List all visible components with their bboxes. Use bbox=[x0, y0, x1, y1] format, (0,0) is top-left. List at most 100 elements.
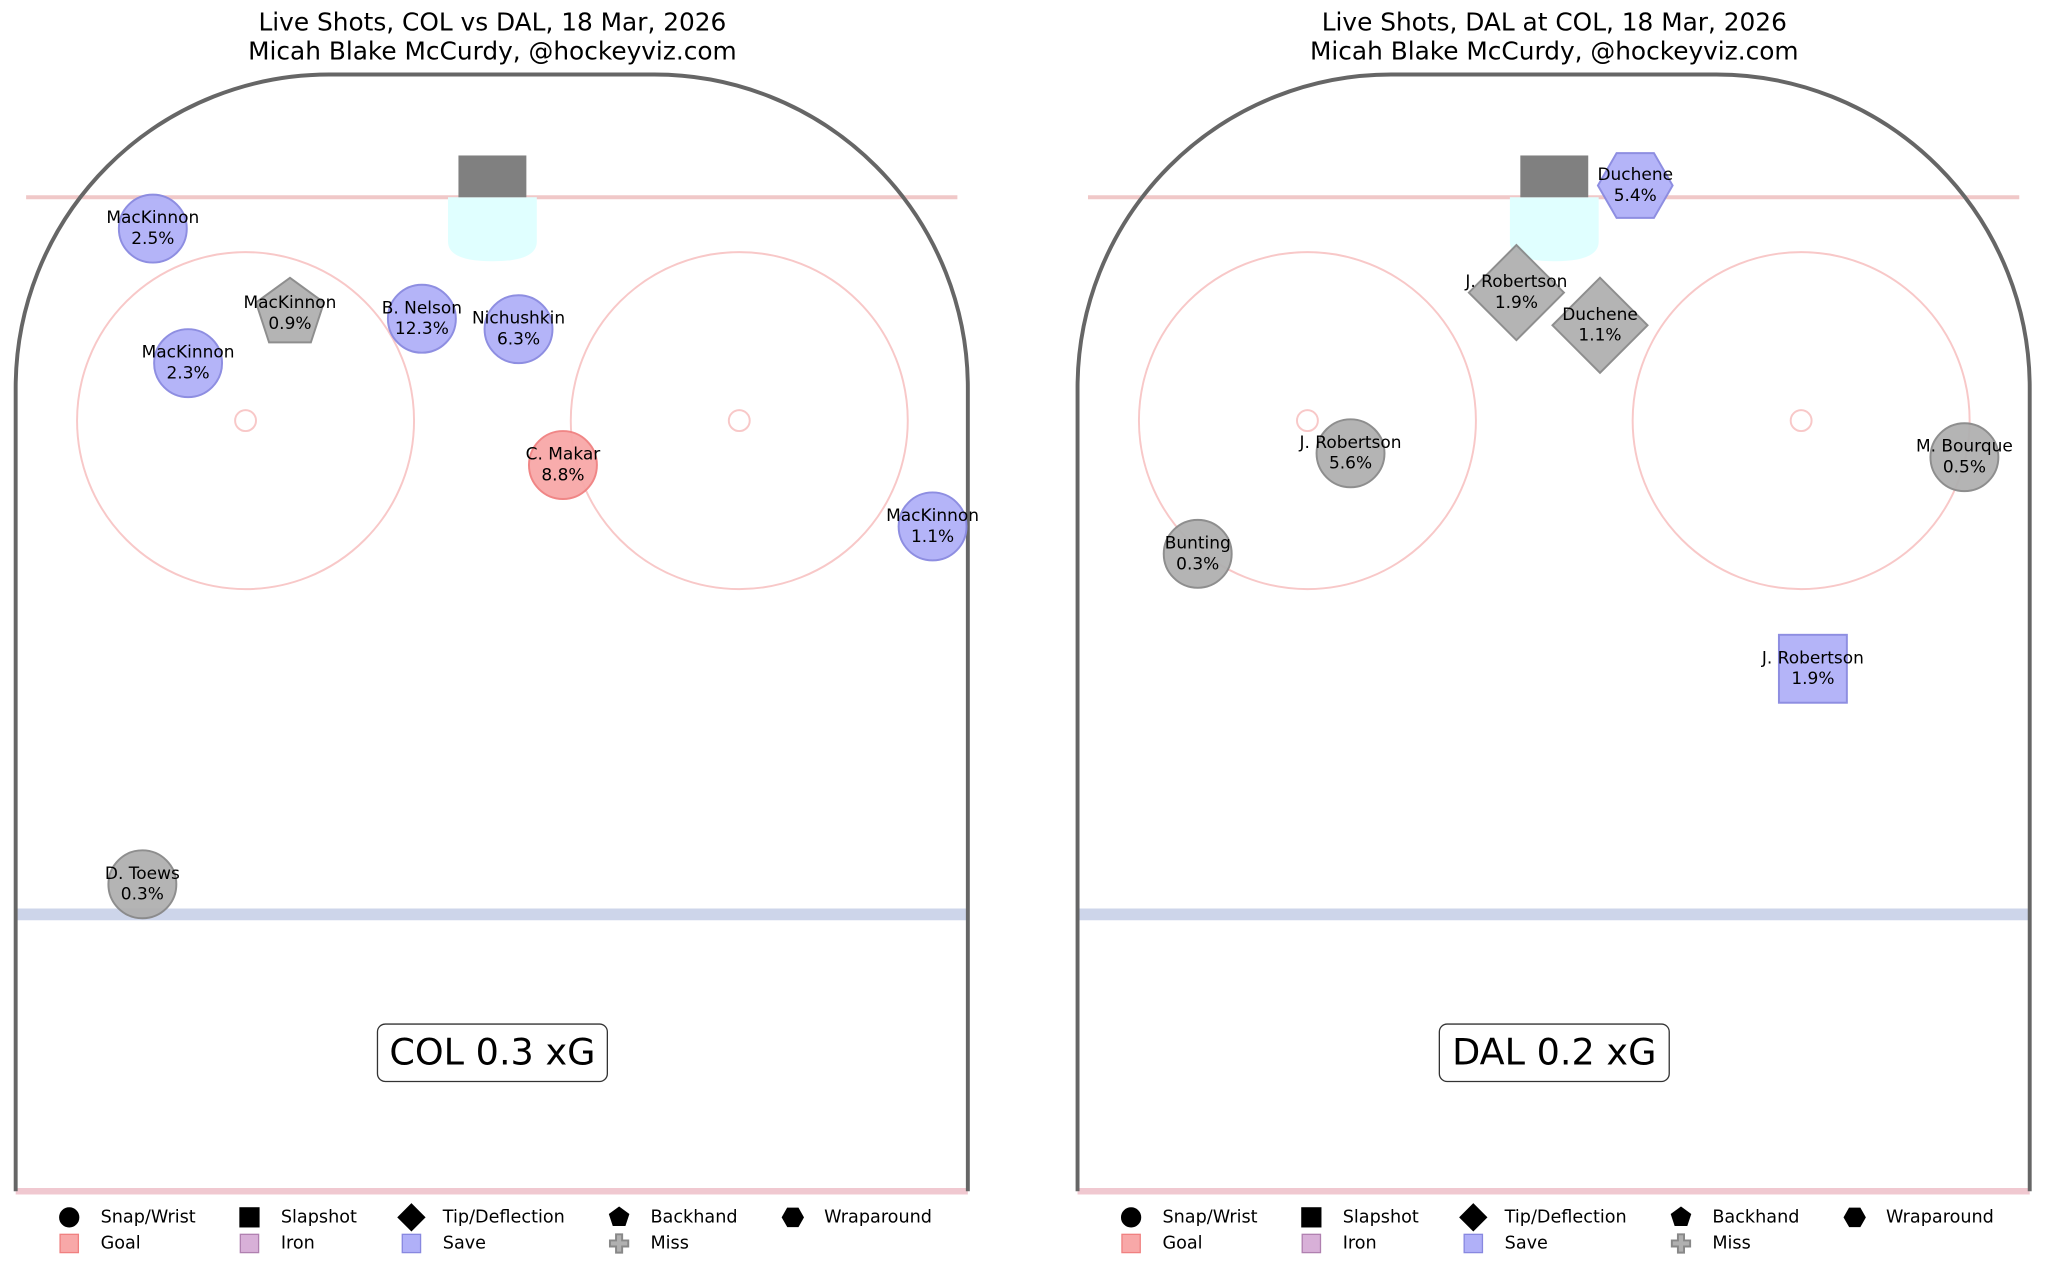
shot-marker bbox=[1315, 418, 1386, 489]
shot-xg: 5.6% bbox=[1329, 454, 1372, 474]
shot-marker bbox=[153, 328, 224, 399]
legend-swatch bbox=[1463, 1233, 1484, 1254]
legend-shape bbox=[1670, 1206, 1692, 1227]
legend-label: Iron bbox=[281, 1233, 315, 1253]
shot-xg: 0.9% bbox=[268, 314, 311, 334]
shot-player: D. Toews bbox=[105, 864, 180, 884]
shot-xg: 1.1% bbox=[1578, 326, 1621, 346]
net bbox=[458, 155, 527, 198]
legend-label: Slapshot bbox=[281, 1207, 357, 1227]
legend-label: Save bbox=[443, 1233, 486, 1253]
legend-swatch bbox=[59, 1233, 80, 1254]
shot-player: J. Robertson bbox=[1464, 272, 1567, 292]
panel: Live Shots, DAL at COL, 18 Mar, 2026Mica… bbox=[1075, 8, 2032, 1254]
shot-marker bbox=[1596, 152, 1674, 219]
legend-swatch bbox=[1301, 1233, 1322, 1254]
shot-xg: 1.9% bbox=[1791, 669, 1834, 689]
faceoff-circle bbox=[569, 251, 909, 591]
legend-label: Save bbox=[1505, 1233, 1548, 1253]
faceoff-circle bbox=[1137, 251, 1477, 591]
legend-label: Miss bbox=[1712, 1233, 1750, 1253]
total-box bbox=[1438, 1023, 1670, 1083]
shot-xg: 6.3% bbox=[497, 330, 540, 350]
legend-label: Snap/Wrist bbox=[1162, 1207, 1257, 1227]
total-xg: COL 0.3 xG bbox=[389, 1031, 595, 1074]
legend-label: Wraparound bbox=[1886, 1207, 1994, 1227]
shot-player: J. Robertson bbox=[1761, 648, 1864, 668]
panel: Live Shots, COL vs DAL, 18 Mar, 2026Mica… bbox=[13, 8, 979, 1254]
shot-marker bbox=[107, 849, 178, 920]
shot-marker bbox=[897, 491, 968, 562]
shot-marker bbox=[483, 294, 554, 365]
subtitle: Micah Blake McCurdy, @hockeyviz.com bbox=[1310, 36, 1799, 65]
shot-xg: 1.1% bbox=[911, 527, 954, 547]
shot-marker bbox=[254, 276, 326, 344]
shot-marker bbox=[117, 193, 188, 264]
legend-shape bbox=[1301, 1207, 1322, 1228]
shot-marker bbox=[386, 283, 457, 354]
legend-shape bbox=[397, 1203, 426, 1232]
legend-label: Slapshot bbox=[1343, 1207, 1419, 1227]
shot-marker bbox=[1467, 243, 1566, 342]
boards bbox=[13, 72, 970, 1192]
shot-marker bbox=[1777, 633, 1848, 704]
legend-swatch bbox=[401, 1233, 422, 1254]
shot-player: Bunting bbox=[1165, 533, 1231, 553]
shot-player: MacKinnon bbox=[142, 343, 235, 363]
legend-shape bbox=[239, 1207, 260, 1228]
legend-label: Tip/Deflection bbox=[1504, 1207, 1627, 1227]
legend-swatch bbox=[1670, 1233, 1692, 1254]
legend-shape bbox=[1843, 1207, 1866, 1228]
legend-shape bbox=[781, 1207, 804, 1228]
subtitle: Micah Blake McCurdy, @hockeyviz.com bbox=[248, 36, 737, 65]
shot-player: Nichushkin bbox=[472, 309, 565, 329]
crease bbox=[1509, 197, 1599, 262]
faceoff-dot bbox=[1296, 409, 1319, 433]
legend-shape bbox=[1120, 1207, 1142, 1228]
total-xg: DAL 0.2 xG bbox=[1452, 1031, 1656, 1074]
legend-shape bbox=[1459, 1203, 1488, 1232]
total-box bbox=[376, 1023, 608, 1083]
legend-shape bbox=[608, 1206, 630, 1227]
faceoff-circle bbox=[1631, 251, 1971, 591]
legend-swatch bbox=[608, 1233, 630, 1254]
shot-marker bbox=[1929, 422, 2000, 493]
faceoff-dot bbox=[727, 409, 751, 433]
shot-xg: 1.9% bbox=[1495, 293, 1538, 313]
shot-player: C. Makar bbox=[526, 445, 601, 465]
legend-swatch bbox=[239, 1233, 260, 1254]
legend-shape bbox=[59, 1207, 80, 1228]
shot-marker bbox=[1162, 518, 1233, 589]
legend-label: Miss bbox=[650, 1233, 688, 1253]
shot-xg: 2.3% bbox=[167, 364, 210, 384]
legend-swatch bbox=[1121, 1233, 1141, 1254]
legend-label: Tip/Deflection bbox=[442, 1207, 565, 1227]
title: Live Shots, DAL at COL, 18 Mar, 2026 bbox=[1322, 8, 1787, 37]
faceoff-dot bbox=[234, 409, 257, 433]
shot-player: J. Robertson bbox=[1299, 433, 1402, 453]
shot-player: B. Nelson bbox=[382, 298, 462, 318]
shot-player: MacKinnon bbox=[886, 506, 979, 526]
boards bbox=[1075, 72, 2032, 1192]
faceoff-dot bbox=[1789, 409, 1813, 433]
shot-player: MacKinnon bbox=[106, 208, 199, 228]
legend-label: Snap/Wrist bbox=[101, 1207, 196, 1227]
legend-label: Backhand bbox=[1712, 1207, 1799, 1227]
shot-xg: 0.3% bbox=[1176, 554, 1219, 574]
legend-label: Backhand bbox=[650, 1207, 737, 1227]
shot-marker bbox=[527, 430, 598, 500]
title: Live Shots, COL vs DAL, 18 Mar, 2026 bbox=[258, 8, 726, 37]
legend-label: Iron bbox=[1343, 1233, 1377, 1253]
shot-xg: 8.8% bbox=[541, 465, 584, 485]
shot-player: Duchene bbox=[1562, 305, 1638, 325]
shot-player: Duchene bbox=[1597, 165, 1673, 185]
shot-xg: 0.3% bbox=[121, 885, 164, 905]
crease bbox=[448, 197, 537, 262]
shot-xg: 12.3% bbox=[395, 319, 449, 339]
shot-xg: 2.5% bbox=[131, 229, 174, 249]
legend-label: Wraparound bbox=[824, 1207, 932, 1227]
shot-xg: 5.4% bbox=[1614, 186, 1657, 206]
faceoff-circle bbox=[76, 251, 416, 591]
